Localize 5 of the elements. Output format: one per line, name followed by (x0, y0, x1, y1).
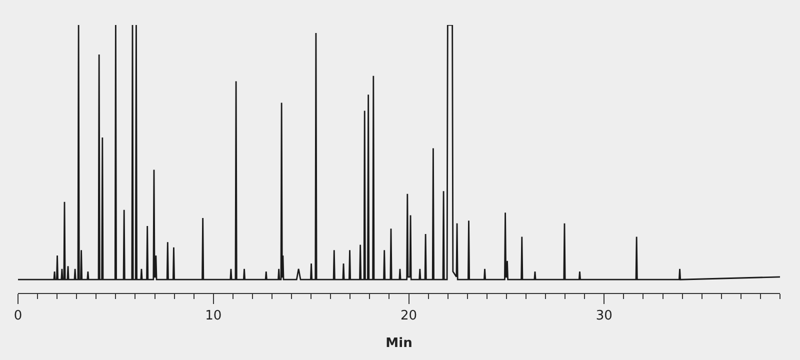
x-tick-label: 30 (596, 308, 612, 324)
x-tick-label: 20 (400, 308, 418, 324)
x-tick-label: 10 (205, 308, 222, 324)
x-tick-label: 0 (14, 308, 22, 324)
x-axis-title: Min (386, 336, 412, 352)
